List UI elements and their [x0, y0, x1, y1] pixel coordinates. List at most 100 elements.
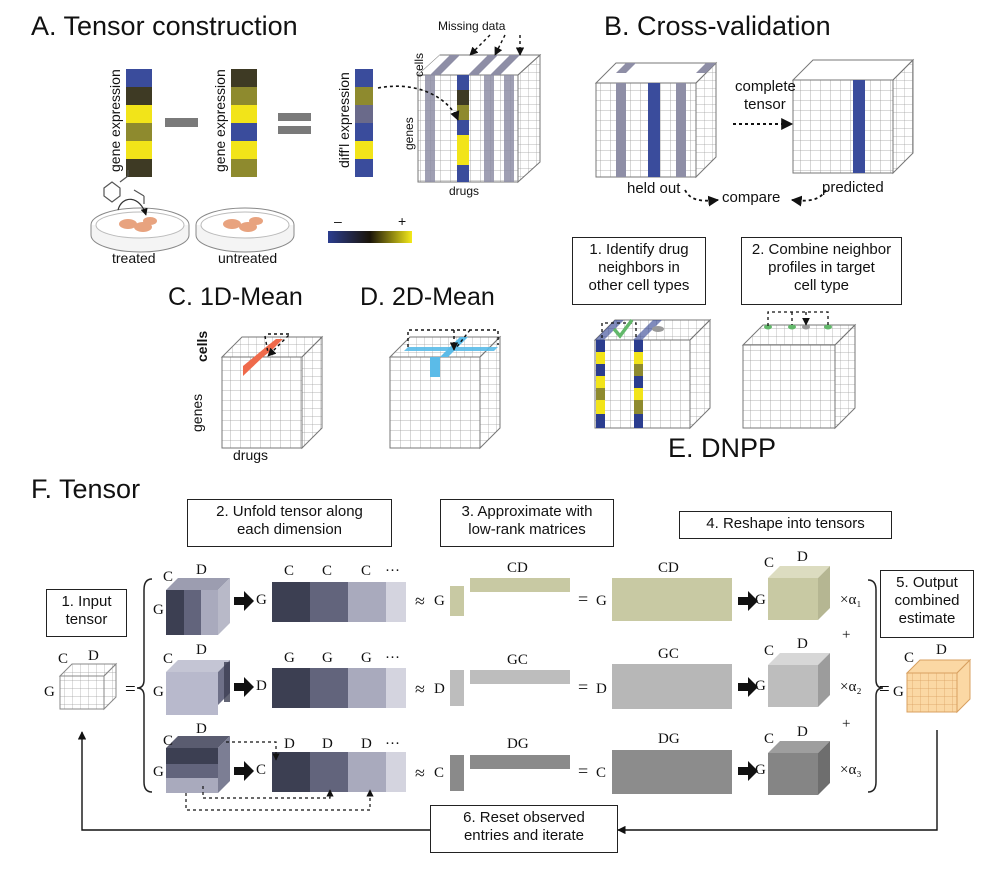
row3-cube-d: D	[196, 721, 207, 737]
row3-cube-g: G	[153, 764, 164, 780]
row1-approx: ≈	[415, 591, 425, 611]
step4-line1: 4. Reshape into tensors	[706, 515, 865, 532]
row2-reshape-d: D	[797, 636, 808, 652]
row3-product-top: DG	[658, 731, 680, 747]
dnpp-step1-line3: other cell types	[588, 277, 690, 294]
dnpp-step2-line2: profiles in target	[768, 259, 875, 276]
untreated-dish	[195, 207, 295, 253]
step6-reset-box: 6. Reset observed entries and iterate	[430, 805, 618, 853]
panel-a-art	[90, 34, 542, 253]
row1-lowrank-top: CD	[507, 560, 528, 576]
step4-reshape-box: 4. Reshape into tensors	[679, 511, 892, 539]
panel-c-title: C. 1D-Mean	[168, 283, 303, 311]
row1-reshape-c: C	[764, 555, 775, 571]
row1-cube-g: G	[153, 602, 164, 618]
dnpp-step2-line1: 2. Combine neighbor	[751, 241, 892, 258]
row2-unfold-1: G	[284, 650, 295, 666]
output-d-label: D	[936, 642, 947, 658]
row2-cube-c: C	[163, 651, 174, 667]
dnpp-step2-line3: cell type	[793, 277, 850, 294]
row2-lowrank-left: D	[434, 681, 445, 697]
step6-line1: 6. Reset observed	[463, 809, 585, 826]
row1-lowrank-left: G	[434, 593, 445, 609]
row2-alpha: ×α₂	[840, 679, 862, 695]
complete-tensor-label-2: tensor	[744, 96, 786, 113]
row1-art	[166, 566, 830, 635]
scale-minus-label: –	[334, 213, 342, 229]
panel-c-art	[220, 333, 324, 450]
dnpp-cube-1	[593, 318, 712, 430]
dnpp-cube-2	[741, 311, 857, 430]
row3-art	[166, 736, 830, 811]
panel-b-title: B. Cross-validation	[604, 11, 831, 41]
row1-cube-c: C	[163, 569, 174, 585]
held-out-label: held out	[627, 180, 681, 197]
panel-b-art	[594, 58, 915, 207]
dnpp-step1-line1: 1. Identify drug	[589, 241, 689, 258]
input-c-label: C	[58, 651, 69, 667]
input-g-label: G	[44, 684, 55, 700]
step1-line2: tensor	[65, 611, 108, 628]
row1-alpha: ×α₁	[840, 592, 862, 608]
panel-a-title: A. Tensor construction	[31, 11, 298, 41]
dnpp-step2-box: 2. Combine neighbor profiles in target c…	[741, 237, 902, 305]
step1-line1: 1. Input	[61, 593, 112, 610]
step3-line2: low-rank matrices	[468, 521, 586, 538]
input-tensor-cube	[58, 662, 118, 711]
step5-output-box: 5. Output combined estimate	[880, 570, 974, 638]
output-g-label: G	[893, 684, 904, 700]
row3-reshape-d: D	[797, 724, 808, 740]
scale-plus-label: +	[398, 213, 407, 229]
complete-tensor-label-1: complete	[735, 78, 796, 95]
color-scale-bar	[328, 231, 412, 243]
row1-unfold-more: ···	[385, 563, 400, 579]
row2-cube-g: G	[153, 684, 164, 700]
row3-approx: ≈	[415, 763, 425, 783]
row2-unfold-2: G	[322, 650, 333, 666]
step3-line1: 3. Approximate with	[461, 503, 593, 520]
row1-cube-d: D	[196, 562, 207, 578]
row3-equals: =	[578, 761, 589, 781]
step5-line1: 5. Output	[896, 574, 958, 591]
row2-approx: ≈	[415, 679, 425, 699]
tensor-a-genes-label: genes	[402, 117, 416, 150]
minus-sign	[165, 118, 198, 127]
row1-product-left: G	[596, 593, 607, 609]
row1-mode: G	[256, 592, 267, 608]
tensor-cube-a	[416, 53, 542, 184]
input-d-label: D	[88, 648, 99, 664]
step5-line2: combined	[894, 592, 960, 609]
treated-label: treated	[112, 250, 156, 266]
panel-f-art	[58, 566, 972, 835]
untreated-expression-column	[231, 69, 257, 177]
step1-input-box: 1. Input tensor	[46, 589, 127, 637]
plus-1: +	[842, 627, 851, 643]
treated-gene-expression-label: gene expression	[107, 69, 123, 172]
untreated-label: untreated	[218, 250, 278, 266]
row2-lowrank-top: GC	[507, 652, 528, 668]
step6-line2: entries and iterate	[463, 827, 585, 844]
diff-expression-column	[355, 69, 373, 177]
row2-mode: D	[256, 678, 267, 694]
row1-unfold-3: C	[361, 563, 372, 579]
dnpp-step1-line2: neighbors in	[598, 259, 680, 276]
treated-expression-column	[126, 69, 152, 177]
row3-mode: C	[256, 762, 267, 778]
equals-sign	[278, 113, 311, 134]
held-out-cube	[594, 61, 718, 179]
missing-data-label: Missing data	[438, 19, 506, 33]
panel-f-title: F. Tensor	[31, 474, 141, 504]
panel-c-genes-label: genes	[189, 393, 205, 432]
input-equals: =	[125, 679, 136, 700]
panel-c-drugs-label: drugs	[233, 447, 269, 463]
row3-unfold-more: ···	[385, 736, 400, 752]
plus-2: +	[842, 716, 851, 732]
row3-reshape-g: G	[755, 762, 766, 778]
panel-e-art	[593, 311, 857, 430]
row1-equals: =	[578, 589, 589, 609]
panel-c-cells-label: cells	[194, 330, 210, 362]
output-equals: =	[879, 679, 890, 700]
row2-product-top: GC	[658, 646, 679, 662]
row2-reshape-g: G	[755, 678, 766, 694]
